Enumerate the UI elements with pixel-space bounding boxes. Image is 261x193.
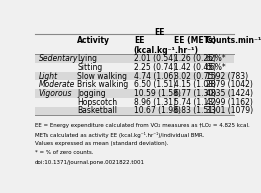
Text: Basketball: Basketball (77, 107, 117, 115)
Text: 66%*: 66%* (206, 63, 226, 72)
Text: Jogging: Jogging (77, 89, 106, 98)
Text: Lying: Lying (77, 54, 97, 63)
Text: Sedentary: Sedentary (39, 54, 78, 63)
Text: 8.96 (1.31): 8.96 (1.31) (134, 98, 176, 107)
Text: 4299 (1162): 4299 (1162) (206, 98, 252, 107)
Text: 6.50 (1.51): 6.50 (1.51) (134, 80, 176, 89)
Text: Counts.min⁻¹: Counts.min⁻¹ (206, 36, 261, 45)
Text: Activity: Activity (77, 36, 110, 45)
Bar (35, 63, 234, 72)
Text: EE (METs): EE (METs) (174, 36, 216, 45)
Text: 6.77 (1.30): 6.77 (1.30) (174, 89, 216, 98)
Text: EE
(kcal.kg⁻¹.hr⁻¹): EE (kcal.kg⁻¹.hr⁻¹) (134, 36, 199, 55)
Text: Vigorous: Vigorous (39, 89, 72, 98)
Text: 4.74 (1.06): 4.74 (1.06) (134, 72, 176, 81)
Text: 10.67 (1.98): 10.67 (1.98) (134, 107, 181, 115)
Text: METs calculated as activity EE (kcal.kg⁻¹.hr⁻¹)/individual BMR.: METs calculated as activity EE (kcal.kg⁻… (35, 132, 204, 138)
Text: 2.25 (0.74): 2.25 (0.74) (134, 63, 176, 72)
Text: EE = Energy expenditure calculated from VO₂ measures as †LO₂ = 4.825 kcal.: EE = Energy expenditure calculated from … (35, 123, 250, 128)
Bar (35, 72, 234, 80)
Text: 2879 (1042): 2879 (1042) (206, 80, 252, 89)
Bar (35, 54, 234, 63)
Text: Sitting: Sitting (77, 63, 102, 72)
Text: 1592 (783): 1592 (783) (206, 72, 248, 81)
Text: Slow walking: Slow walking (77, 72, 127, 81)
Text: * = % of zero counts.: * = % of zero counts. (35, 150, 93, 155)
Text: 10.59 (1.58): 10.59 (1.58) (134, 89, 181, 98)
Text: 4.15 (1.08): 4.15 (1.08) (174, 80, 216, 89)
Text: 1.26 (0.26): 1.26 (0.26) (174, 54, 216, 63)
Text: 2.01 (0.54): 2.01 (0.54) (134, 54, 176, 63)
Bar (35, 107, 234, 115)
Text: EE: EE (154, 28, 164, 37)
Text: Light: Light (39, 72, 58, 81)
Bar (35, 98, 234, 107)
Text: 3301 (1079): 3301 (1079) (206, 107, 253, 115)
Text: doi:10.1371/journal.pone.0021822.t001: doi:10.1371/journal.pone.0021822.t001 (35, 160, 145, 165)
Text: 5.74 (1.13): 5.74 (1.13) (174, 98, 216, 107)
Text: Hopscotch: Hopscotch (77, 98, 117, 107)
Text: 3.02 (0.75): 3.02 (0.75) (174, 72, 216, 81)
Text: 62%*: 62%* (206, 54, 226, 63)
Bar (35, 89, 234, 98)
Text: 4835 (1424): 4835 (1424) (206, 89, 253, 98)
Text: 6.83 (1.51): 6.83 (1.51) (174, 107, 216, 115)
Text: Brisk walking: Brisk walking (77, 80, 128, 89)
Text: Values expressed as mean (standard deviation).: Values expressed as mean (standard devia… (35, 141, 168, 146)
Bar (35, 80, 234, 89)
Text: Moderate: Moderate (39, 80, 75, 89)
Text: 1.42 (0.45): 1.42 (0.45) (174, 63, 216, 72)
